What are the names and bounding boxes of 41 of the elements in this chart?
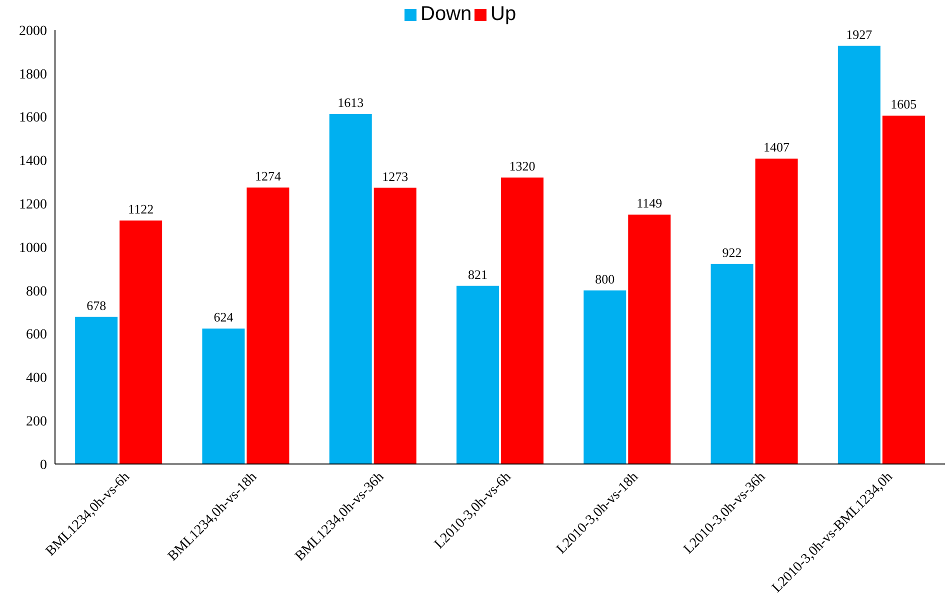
data-label: 922 xyxy=(722,244,742,260)
data-label: 1407 xyxy=(764,140,790,155)
y-tick-label: 1600 xyxy=(19,110,47,126)
data-label: 1605 xyxy=(890,96,917,112)
bar xyxy=(838,46,880,464)
bar xyxy=(628,214,671,464)
y-tick-label: 1200 xyxy=(19,198,47,212)
bar xyxy=(710,264,754,464)
y-tick-label: 600 xyxy=(26,328,47,343)
data-label: 1122 xyxy=(128,202,154,217)
bar xyxy=(246,188,290,464)
data-label: 1274 xyxy=(254,168,282,184)
data-label: 1613 xyxy=(338,94,364,110)
y-tick-label: 1400 xyxy=(19,154,47,170)
data-label: 678 xyxy=(86,298,106,313)
bar xyxy=(75,316,118,464)
y-tick-label: 400 xyxy=(26,371,47,386)
y-tick-label: 0 xyxy=(40,458,47,473)
data-label: 1927 xyxy=(846,26,873,42)
bar xyxy=(202,328,245,464)
data-label: 821 xyxy=(468,266,488,282)
y-tick-label: 1000 xyxy=(19,240,47,256)
y-tick-label: 200 xyxy=(26,414,47,430)
bar xyxy=(584,290,626,464)
bar xyxy=(329,114,372,464)
legend-label: Up xyxy=(490,3,516,25)
bar xyxy=(755,158,798,464)
data-label: 1320 xyxy=(509,158,536,174)
y-tick-label: 2000 xyxy=(19,24,47,39)
y-tick-label: 1800 xyxy=(19,67,47,82)
bar xyxy=(882,116,925,464)
bar xyxy=(501,178,544,464)
y-tick-label: 800 xyxy=(26,284,47,300)
bar xyxy=(456,286,499,464)
data-label: 1273 xyxy=(382,168,408,184)
bar xyxy=(120,220,162,464)
bar xyxy=(374,188,416,464)
data-label: 800 xyxy=(595,271,615,286)
data-label: 624 xyxy=(214,310,234,325)
data-label: 1149 xyxy=(636,196,662,211)
legend-label: Down xyxy=(420,3,472,25)
